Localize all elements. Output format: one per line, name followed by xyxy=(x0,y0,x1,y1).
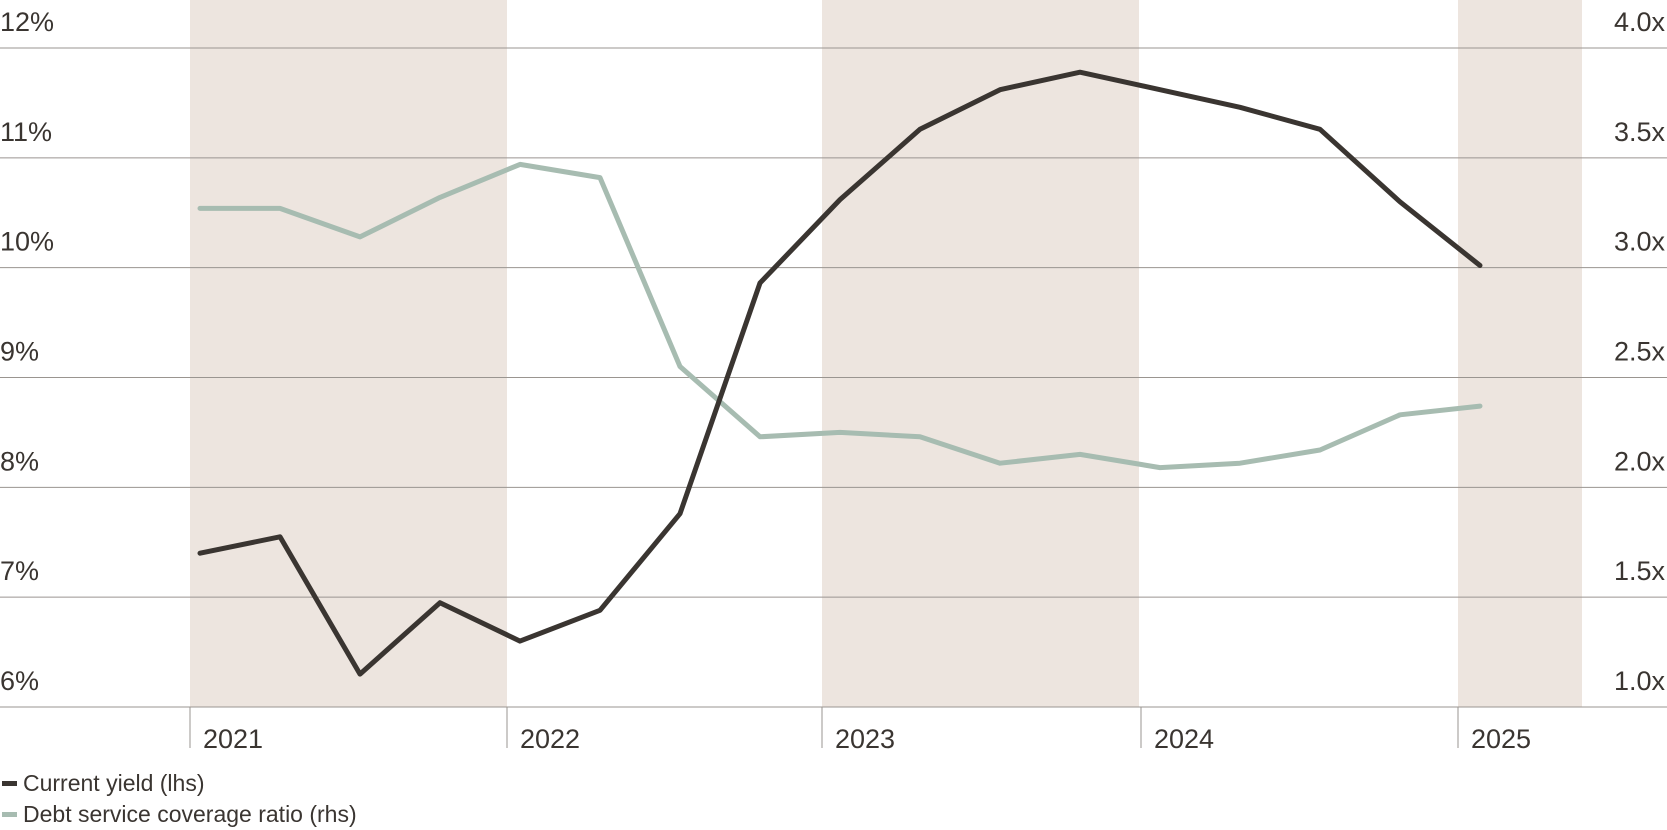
right-axis-ticks: 4.0x 3.5x 3.0x 2.5x 2.0x 1.5x 1.0x xyxy=(1614,7,1666,696)
left-tick-label: 12% xyxy=(0,7,54,37)
right-tick-label: 2.0x xyxy=(1614,446,1666,476)
x-tick-label-2023: 2023 xyxy=(835,724,895,754)
shaded-band-2025 xyxy=(1458,0,1582,707)
legend: Current yield (lhs) Debt service coverag… xyxy=(2,768,357,830)
right-tick-label: 2.5x xyxy=(1614,337,1666,367)
left-tick-label: 7% xyxy=(0,556,39,586)
right-tick-label: 3.5x xyxy=(1614,117,1666,147)
right-tick-label: 1.0x xyxy=(1614,666,1666,696)
x-tick-label-2021: 2021 xyxy=(203,724,263,754)
series-lines xyxy=(197,69,1483,677)
left-tick-label: 9% xyxy=(0,337,39,367)
x-tick-label-2024: 2024 xyxy=(1154,724,1214,754)
shaded-band-2021 xyxy=(190,0,507,707)
x-axis-ticks: 2021 2022 2023 2024 2025 xyxy=(189,707,1531,754)
right-tick-label: 1.5x xyxy=(1614,556,1666,586)
series-line-dscr xyxy=(197,161,1483,471)
legend-item-dscr: Debt service coverage ratio (rhs) xyxy=(2,799,357,830)
legend-swatch-current-yield xyxy=(2,781,17,786)
series-line-current-yield xyxy=(197,69,1483,677)
left-tick-label: 8% xyxy=(0,446,39,476)
gridlines xyxy=(0,47,1667,708)
shaded-year-bands xyxy=(190,0,1582,707)
legend-label-dscr: Debt service coverage ratio (rhs) xyxy=(23,801,357,827)
x-tick-label-2025: 2025 xyxy=(1471,724,1531,754)
right-tick-label: 3.0x xyxy=(1614,227,1666,257)
legend-label-current-yield: Current yield (lhs) xyxy=(23,770,205,796)
shaded-band-2023 xyxy=(822,0,1139,707)
legend-item-current-yield: Current yield (lhs) xyxy=(2,768,357,799)
right-tick-label: 4.0x xyxy=(1614,7,1666,37)
x-tick-label-2022: 2022 xyxy=(520,724,580,754)
legend-swatch-dscr xyxy=(2,812,17,817)
left-tick-label: 11% xyxy=(0,117,52,147)
left-tick-label: 6% xyxy=(0,666,39,696)
left-tick-label: 10% xyxy=(0,227,54,257)
left-axis-ticks: 12% 11% 10% 9% 8% 7% 6% xyxy=(0,7,54,696)
